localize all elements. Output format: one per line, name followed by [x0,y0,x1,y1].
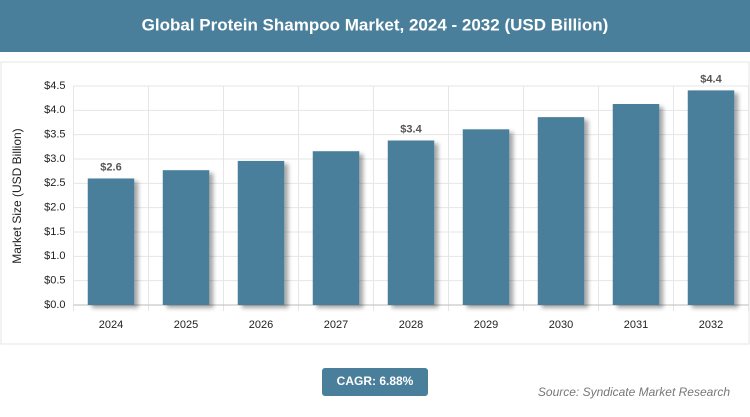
y-tick-label: $3.0 [44,153,65,165]
bar [387,140,435,305]
x-tick-label: 2027 [324,319,348,331]
y-tick-label: $0.0 [44,299,65,311]
cagr-box [322,368,428,396]
y-tick-label: $0.5 [44,275,65,287]
bar [687,90,735,305]
bar [537,117,585,305]
data-label: $3.4 [400,123,422,135]
bar [612,104,660,305]
bar [162,170,210,305]
y-tick-label: $4.5 [44,80,65,92]
y-tick-label: $3.5 [44,129,65,141]
bar [312,151,360,305]
x-tick-label: 2028 [399,319,423,331]
cagr: CAGR: 6.88% [337,374,414,388]
bar [237,160,285,305]
x-tick-label: 2029 [474,319,498,331]
x-tick-label: 2030 [549,319,573,331]
bar [87,178,135,305]
bar [462,129,510,305]
chart-title: Global Protein Shampoo Market, 2024 - 20… [142,15,609,34]
y-tick-label: $1.5 [44,226,65,238]
y-tick-label: $4.0 [44,104,65,116]
title-banner [0,0,750,52]
data-label: $4.4 [700,73,722,85]
x-tick-label: 2031 [624,319,648,331]
x-tick-label: 2025 [174,319,198,331]
y-tick-label: $2.0 [44,202,65,214]
x-tick-label: 2032 [699,319,723,331]
y-axis-label: Market Size (USD Billion) [10,128,24,263]
data-label: $2.6 [100,161,121,173]
y-tick-label: $1.0 [44,250,65,262]
x-tick-label: 2024 [99,319,123,331]
source: Source: Syndicate Market Research [538,385,730,399]
x-tick-label: 2026 [249,319,273,331]
y-tick-label: $2.5 [44,177,65,189]
